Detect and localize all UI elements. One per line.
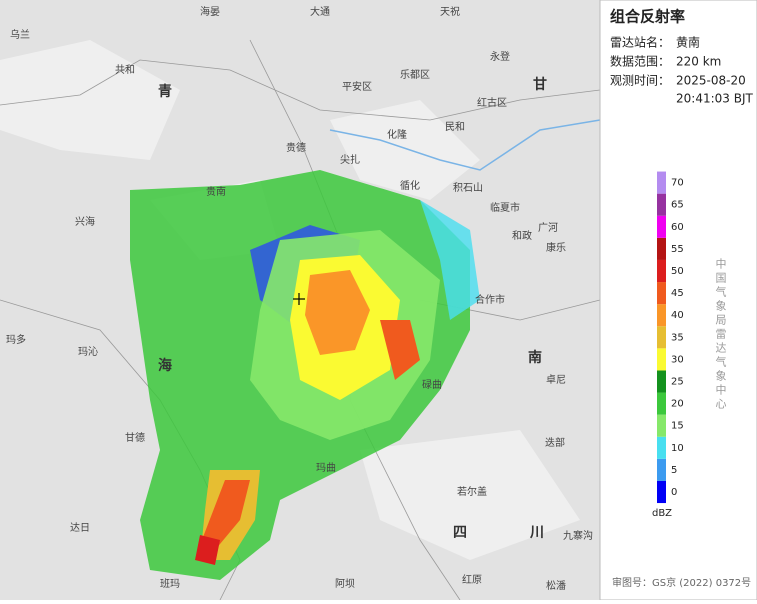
approval: 审图号：GS京 (2022) 0372号 [612, 576, 751, 589]
place-label: 甘德 [125, 431, 145, 444]
credit: 中国气象局雷达气象中心 [714, 258, 727, 412]
legend-tick-label: 10 [671, 443, 684, 454]
place-label: 松潘 [546, 579, 566, 592]
place-label: 民和 [445, 121, 465, 133]
place-label: 兴海 [75, 215, 95, 228]
place-label: 积石山 [453, 182, 483, 194]
info-label: 观测时间： [610, 74, 670, 88]
place-label: 循化 [400, 179, 420, 192]
place-label: 红原 [462, 573, 482, 586]
legend-tick-label: 15 [671, 421, 684, 432]
legend-tick-label: 35 [671, 332, 684, 343]
place-label: 大通 [310, 5, 330, 18]
place-label: 玛多 [6, 333, 26, 346]
legend-swatch [657, 237, 666, 260]
place-label: 临夏市 [490, 201, 520, 214]
legend-swatch [657, 392, 666, 415]
place-label: 康乐 [546, 241, 566, 254]
place-label: 南 [528, 349, 542, 366]
legend-tick-label: 20 [671, 399, 684, 410]
legend-swatch [657, 171, 666, 194]
legend-swatch [657, 193, 666, 216]
place-label: 玛曲 [316, 462, 336, 474]
radar-echo [130, 170, 480, 580]
info-value: 2025-08-20 [676, 74, 746, 88]
place-label: 海 [158, 357, 172, 374]
legend-swatch [657, 326, 666, 349]
info-label: 雷达站名： [610, 35, 670, 50]
info-label: 数据范围： [610, 54, 670, 69]
legend-tick-label: 65 [671, 200, 684, 211]
place-label: 天祝 [440, 5, 460, 18]
place-label: 平安区 [342, 80, 372, 93]
place-label: 贵德 [286, 141, 306, 154]
legend-swatch [657, 480, 666, 504]
river [329, 119, 601, 171]
place-label: 青 [158, 83, 172, 100]
place-label: 达日 [70, 522, 90, 534]
place-label: 和政 [512, 229, 532, 242]
place-label: 合作市 [475, 293, 505, 306]
legend-tick-label: 50 [671, 266, 684, 277]
legend-swatch [657, 458, 666, 481]
place-label: 四 [453, 525, 467, 541]
legend-tick-label: 60 [671, 222, 684, 233]
legend-tick-label: 40 [671, 310, 684, 321]
legend: 0 5 10 15 20 25 30 35 40 45 50 55 60 65 70 [657, 171, 684, 504]
legend-swatch [657, 414, 666, 437]
legend-swatch [657, 370, 666, 393]
info-value: 黄南 [676, 35, 700, 50]
place-label: 阿坝 [335, 578, 355, 590]
place-label: 碌曲 [422, 379, 442, 391]
legend-swatch [657, 282, 666, 305]
place-label: 贵南 [206, 185, 226, 198]
place-label: 共和 [115, 64, 135, 76]
radar-site [293, 293, 305, 305]
place-label: 广河 [538, 222, 558, 234]
legend-swatch [657, 259, 666, 283]
place-label: 海晏 [200, 5, 220, 18]
place-label: 川 [529, 525, 544, 541]
place-label: 若尔盖 [457, 485, 487, 498]
legend-swatch [657, 215, 666, 238]
place-label: 玛沁 [78, 346, 98, 358]
place-label: 九寨沟 [563, 529, 593, 542]
legend-tick-label: 5 [671, 465, 677, 476]
legend-tick-label: 55 [671, 244, 684, 255]
place-label: 乌兰 [10, 28, 30, 41]
legend-swatch [657, 304, 666, 327]
title: 组合反射率 [610, 8, 685, 26]
legend-unit: dBZ [652, 508, 672, 519]
place-label: 卓尼 [546, 374, 566, 386]
legend-tick-label: 0 [671, 487, 677, 498]
info-value: 220 km [676, 55, 721, 69]
place-label: 甘 [533, 76, 547, 93]
place-label: 尖扎 [340, 153, 360, 166]
legend-tick-label: 30 [671, 354, 684, 365]
legend-swatch [657, 348, 666, 371]
place-label: 迭部 [545, 436, 565, 449]
place-label: 乐都区 [400, 69, 430, 81]
info-value: 20:41:03 BJT [676, 92, 753, 106]
legend-tick-label: 25 [671, 377, 684, 388]
sidebar [599, 0, 757, 601]
place-label: 化隆 [387, 128, 407, 141]
place-label: 永登 [490, 50, 510, 63]
legend-tick-label: 70 [671, 178, 684, 189]
legend-swatch [657, 436, 666, 459]
place-label: 班玛 [160, 578, 180, 590]
place-label: 红古区 [477, 96, 507, 109]
legend-tick-label: 45 [671, 288, 684, 299]
